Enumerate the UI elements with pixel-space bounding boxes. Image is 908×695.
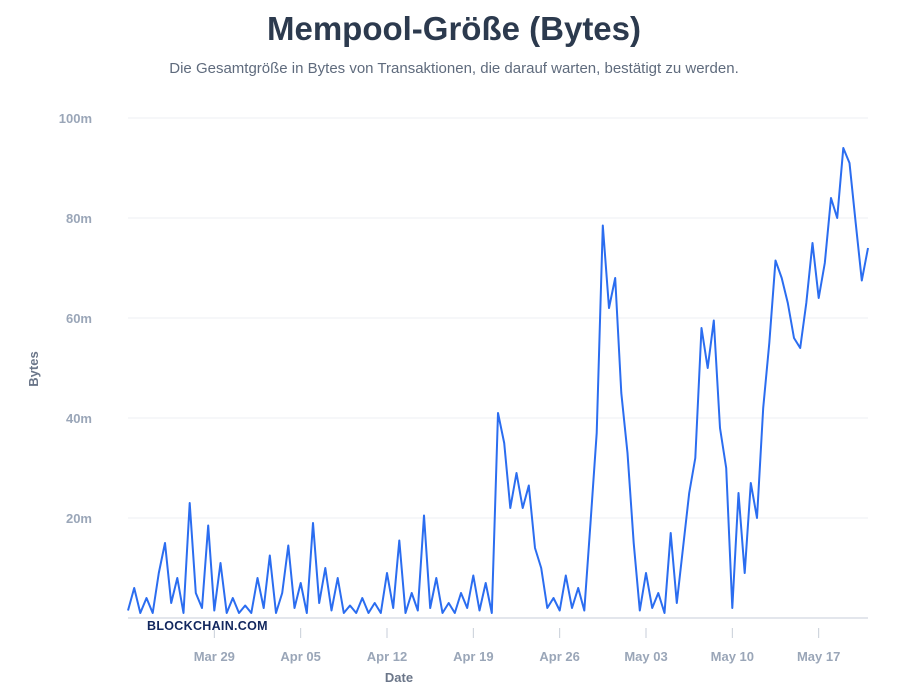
blockchain-logo-watermark: BLOCKCHAIN.COM bbox=[147, 619, 268, 633]
x-tick-label: Apr 12 bbox=[367, 649, 407, 664]
grid-lines bbox=[128, 117, 868, 519]
x-axis-ticks: Mar 29 Apr 05 Apr 12 Apr 19 Apr 26 May 03 May … bbox=[194, 628, 840, 664]
y-tick-label: 80m bbox=[66, 211, 92, 226]
y-tick-label: 40m bbox=[66, 411, 92, 426]
chart-title: Mempool-Größe (Bytes) bbox=[266, 10, 642, 47]
x-tick-label: Apr 05 bbox=[280, 649, 320, 664]
chart-subtitle: Die Gesamtgröße in Bytes von Transaktion… bbox=[169, 60, 739, 77]
x-axis-title: Date bbox=[385, 670, 413, 685]
y-axis-title: Bytes bbox=[26, 351, 41, 386]
y-tick-label: 20m bbox=[66, 511, 92, 526]
mempool-size-series-line bbox=[127, 147, 869, 614]
x-tick-label: Mar 29 bbox=[194, 649, 235, 664]
x-tick-label: May 10 bbox=[711, 649, 754, 664]
x-tick-label: Apr 26 bbox=[539, 649, 579, 664]
y-tick-label: 60m bbox=[66, 311, 92, 326]
x-tick-label: May 03 bbox=[624, 649, 667, 664]
x-tick-label: Apr 19 bbox=[453, 649, 493, 664]
x-tick-label: May 17 bbox=[797, 649, 840, 664]
y-tick-label: 100m bbox=[59, 111, 92, 126]
y-axis-tick-labels: 20m 40m 60m 80m 100m bbox=[59, 111, 92, 526]
